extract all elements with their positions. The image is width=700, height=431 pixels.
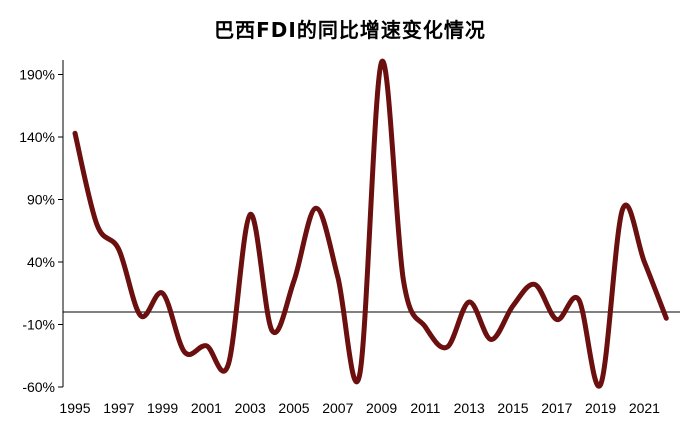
data-point-2002	[226, 362, 231, 367]
y-tick-label: 40%	[27, 254, 55, 270]
x-tick-label: 2009	[366, 400, 397, 416]
y-tick-label: 140%	[19, 129, 55, 145]
data-point-2017	[554, 317, 559, 322]
data-point-2005	[292, 278, 297, 283]
data-point-2007	[335, 275, 340, 280]
y-tick-label: -10%	[22, 317, 55, 333]
data-point-2010	[401, 278, 406, 283]
x-tick-label: 2003	[235, 400, 266, 416]
data-point-2004	[270, 328, 275, 333]
data-point-1998	[138, 313, 143, 318]
x-tick-label: 1995	[59, 400, 90, 416]
x-tick-label: 2017	[541, 400, 572, 416]
data-point-2013	[467, 300, 472, 305]
data-point-2022	[664, 316, 669, 321]
x-tick-label: 2001	[191, 400, 222, 416]
series-line	[72, 58, 669, 389]
x-tick-label: 2015	[497, 400, 528, 416]
data-point-2015	[511, 303, 516, 308]
x-tick-label: 2019	[585, 400, 616, 416]
data-point-2000	[182, 350, 187, 355]
y-tick-label: 190%	[19, 67, 55, 83]
data-point-2021	[642, 260, 647, 265]
data-point-2011	[423, 325, 428, 330]
data-point-2016	[532, 282, 537, 287]
x-tick-label: 2021	[629, 400, 660, 416]
data-point-1995	[73, 131, 78, 136]
x-tick-label: 1999	[147, 400, 178, 416]
x-tick-label: 1997	[103, 400, 134, 416]
data-point-1996	[94, 222, 99, 227]
data-point-2003	[248, 212, 253, 217]
x-tick-label: 2011	[410, 400, 440, 416]
series-group	[72, 58, 669, 389]
chart-title: 巴西FDI的同比增速变化情况	[214, 18, 486, 42]
data-point-2001	[204, 343, 209, 348]
x-tick-label: 2007	[322, 400, 353, 416]
data-point-2008	[357, 372, 362, 377]
y-tick-label: 90%	[27, 192, 55, 208]
y-tick-label: -60%	[22, 379, 55, 395]
data-point-2019	[598, 382, 603, 387]
data-point-2018	[576, 297, 581, 302]
data-point-2012	[445, 345, 450, 350]
data-point-2009	[379, 60, 384, 65]
data-point-2006	[313, 206, 318, 211]
data-point-2014	[489, 337, 494, 342]
data-point-1997	[116, 247, 121, 252]
y-axis: -60% -10% 40% 90% 140% 190%	[19, 60, 64, 395]
data-point-2020	[620, 207, 625, 212]
x-tick-label: 2005	[278, 400, 309, 416]
data-point-1999	[160, 291, 165, 296]
x-axis: 1995 1997 1999 2001 2003 2005 2007 2009 2011 2013…	[59, 400, 660, 416]
x-tick-label: 2013	[454, 400, 485, 416]
